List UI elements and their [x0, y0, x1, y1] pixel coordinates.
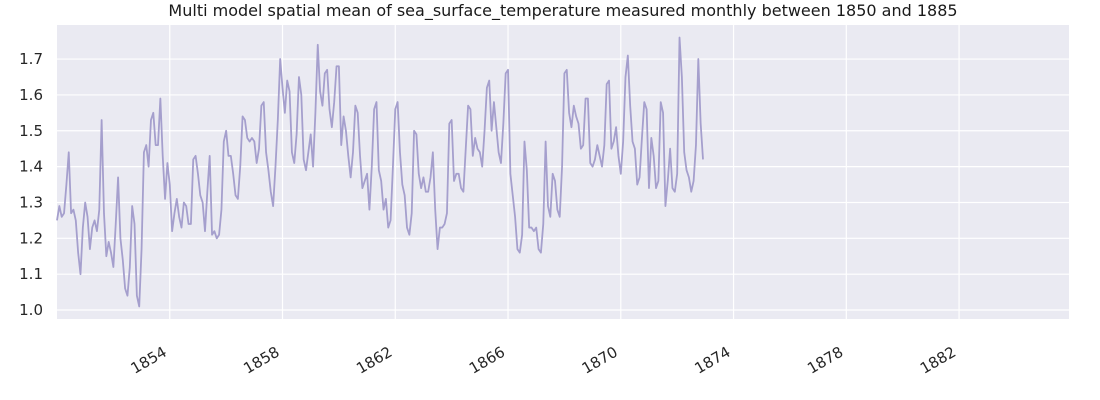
y-tick-label: 1.4: [19, 158, 43, 176]
x-gridlines: [169, 25, 960, 319]
y-tick-label: 1.1: [19, 265, 43, 283]
series-line: [56, 36, 704, 308]
x-tick-label: 1858: [240, 343, 282, 378]
x-tick-label: 1862: [353, 343, 395, 378]
chart-title: Multi model spatial mean of sea_surface_…: [168, 1, 957, 21]
x-tick-label: 1882: [917, 343, 959, 378]
y-tick-label: 1.5: [19, 122, 43, 140]
x-tick-label: 1870: [579, 343, 621, 378]
x-tick-label: 1866: [466, 343, 508, 378]
plot-background: [57, 25, 1069, 319]
x-axis-tick-labels: 1854 1858 1862 1866 1870 1874 1878 1882: [128, 343, 959, 378]
y-tick-label: 1.2: [19, 229, 43, 247]
x-tick-label: 1874: [691, 343, 733, 378]
x-tick-label: 1854: [128, 343, 170, 378]
y-tick-label: 1.6: [19, 86, 43, 104]
y-axis-tick-labels: 1.0 1.1 1.2 1.3 1.4 1.5 1.6 1.7: [19, 50, 43, 319]
y-tick-label: 1.0: [19, 301, 43, 319]
y-tick-label: 1.3: [19, 193, 43, 211]
x-tick-label: 1878: [804, 343, 846, 378]
y-tick-label: 1.7: [19, 50, 43, 68]
